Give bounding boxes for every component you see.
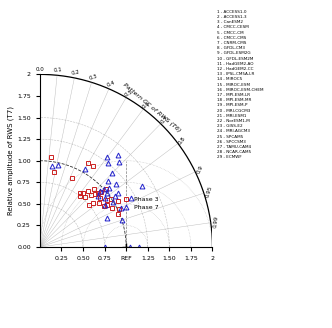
Text: 0.1: 0.1 [53,67,62,73]
Text: 0.2: 0.2 [71,70,80,76]
Text: 0.4: 0.4 [106,80,116,88]
Text: Pattern CC of RWS (T6): Pattern CC of RWS (T6) [123,82,182,133]
Text: 0.99: 0.99 [212,215,219,228]
Text: 0.7: 0.7 [159,115,169,125]
Text: 0.8: 0.8 [178,135,187,145]
Text: 0.3: 0.3 [88,74,98,81]
Legend: Phase 3, Phase 7: Phase 3, Phase 7 [117,195,161,213]
Text: 0.95: 0.95 [205,185,213,198]
Text: 0.9: 0.9 [196,165,204,174]
Y-axis label: Relative amplitude of RWS (T7): Relative amplitude of RWS (T7) [8,106,14,215]
Text: 0.0: 0.0 [36,67,44,72]
Text: 1 - ACCESS1-0
2 - ACCESS1-3
3 - CanESM2
4 - CMCC-CESM
5 - CMCC-CM
6 - CMCC-CMS
7: 1 - ACCESS1-0 2 - ACCESS1-3 3 - CanESM2 … [217,10,264,159]
Text: 0.6: 0.6 [141,100,151,110]
Text: 0.5: 0.5 [124,89,134,97]
